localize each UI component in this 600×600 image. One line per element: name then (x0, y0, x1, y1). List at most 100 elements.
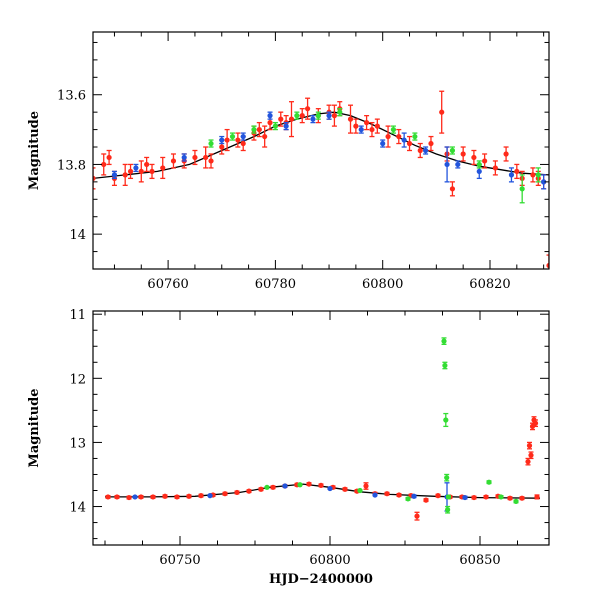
data-point (93, 175, 96, 181)
series-2 (208, 108, 541, 204)
data-point (384, 491, 390, 497)
data-point (208, 158, 214, 164)
y-tick-label: 14 (69, 501, 86, 516)
data-point (483, 494, 489, 500)
data-point (530, 172, 536, 178)
data-point (267, 113, 273, 119)
data-point (304, 106, 311, 112)
series-1 (111, 111, 547, 190)
data-point (105, 494, 111, 500)
data-point (246, 488, 252, 494)
data-point (525, 459, 531, 465)
data-point (449, 186, 456, 192)
data-point (240, 140, 246, 147)
data-point (181, 154, 187, 161)
data-point (282, 483, 288, 489)
y-tick-label: 11 (69, 308, 86, 323)
data-point (369, 126, 375, 133)
data-point (526, 443, 533, 449)
data-point (127, 168, 134, 175)
data-point (337, 109, 343, 115)
data-point (380, 140, 386, 147)
data-point (122, 172, 128, 178)
data-point (270, 484, 276, 490)
data-point (262, 133, 268, 140)
data-point (299, 113, 305, 119)
data-point (508, 172, 515, 178)
data-point (240, 133, 246, 140)
data-point (353, 123, 359, 129)
data-point (374, 123, 380, 129)
data-point (160, 165, 166, 171)
data-point (132, 494, 138, 500)
data-point (342, 486, 348, 492)
data-point (283, 123, 289, 129)
data-point (443, 417, 449, 423)
data-point (229, 133, 236, 140)
data-point (390, 126, 397, 133)
data-point (406, 140, 413, 147)
x-tick-label: 60760 (147, 277, 188, 292)
data-point (507, 495, 513, 501)
data-point (513, 498, 519, 505)
data-point (414, 513, 420, 519)
data-point (256, 126, 262, 133)
data-point (435, 493, 441, 499)
y-axis-label: Magnitude (27, 111, 42, 190)
data-point (462, 494, 468, 501)
data-point (272, 123, 278, 129)
data-point (444, 475, 450, 481)
data-point (396, 492, 402, 498)
data-point (114, 494, 120, 500)
data-point (471, 154, 477, 161)
data-point (219, 137, 225, 143)
y-tick-label: 14 (69, 228, 86, 243)
data-point (357, 487, 363, 494)
data-point (401, 137, 407, 143)
data-point (528, 452, 534, 458)
data-point (441, 338, 447, 344)
data-point (186, 493, 192, 499)
panel-top: 60760 60780 60800 60820 13.6 13.8 14 Magnitude (27, 31, 550, 292)
data-point (331, 113, 338, 119)
x-tick-label: 60820 (469, 277, 510, 292)
data-point (445, 507, 451, 513)
plot-frame (92, 310, 550, 546)
data-point (198, 493, 204, 499)
data-point (251, 126, 257, 133)
data-point (327, 485, 333, 492)
data-point (288, 116, 295, 122)
data-point (219, 144, 225, 150)
data-point (192, 154, 198, 161)
data-point (482, 158, 488, 164)
data-point (138, 168, 144, 175)
data-point (546, 262, 549, 269)
data-point (150, 494, 156, 500)
data-point (455, 161, 461, 168)
data-point (208, 140, 214, 147)
data-point (203, 154, 209, 161)
data-point (294, 113, 300, 119)
data-point (297, 482, 303, 488)
data-point (306, 481, 312, 487)
data-point (503, 151, 509, 157)
data-point (149, 168, 155, 175)
plot-frame (92, 31, 550, 270)
data-point (267, 120, 273, 126)
data-point (444, 161, 450, 168)
data-point (476, 161, 482, 168)
x-tick-label: 60750 (159, 553, 200, 568)
x-tick-label: 60800 (362, 277, 403, 292)
data-point (258, 486, 264, 492)
data-point (405, 496, 411, 502)
data-point (315, 113, 321, 119)
data-point (471, 494, 477, 501)
data-point (535, 172, 541, 178)
data-point (318, 482, 324, 488)
data-point (126, 494, 132, 501)
series-0 (105, 416, 540, 521)
data-point (534, 494, 540, 500)
data-point (519, 186, 525, 192)
data-point (449, 147, 456, 154)
